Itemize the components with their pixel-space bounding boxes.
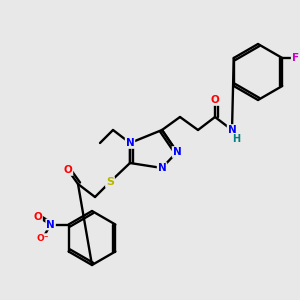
Text: O: O: [33, 212, 42, 221]
Text: H: H: [232, 134, 240, 144]
Text: O: O: [211, 95, 219, 105]
Text: O: O: [64, 165, 72, 175]
Text: N: N: [158, 163, 166, 173]
Text: F: F: [292, 53, 299, 63]
Text: N: N: [126, 138, 134, 148]
Text: O⁻: O⁻: [36, 234, 49, 243]
Text: N: N: [46, 220, 55, 230]
Text: S: S: [106, 177, 114, 187]
Text: N: N: [172, 147, 182, 157]
Text: N: N: [228, 125, 236, 135]
